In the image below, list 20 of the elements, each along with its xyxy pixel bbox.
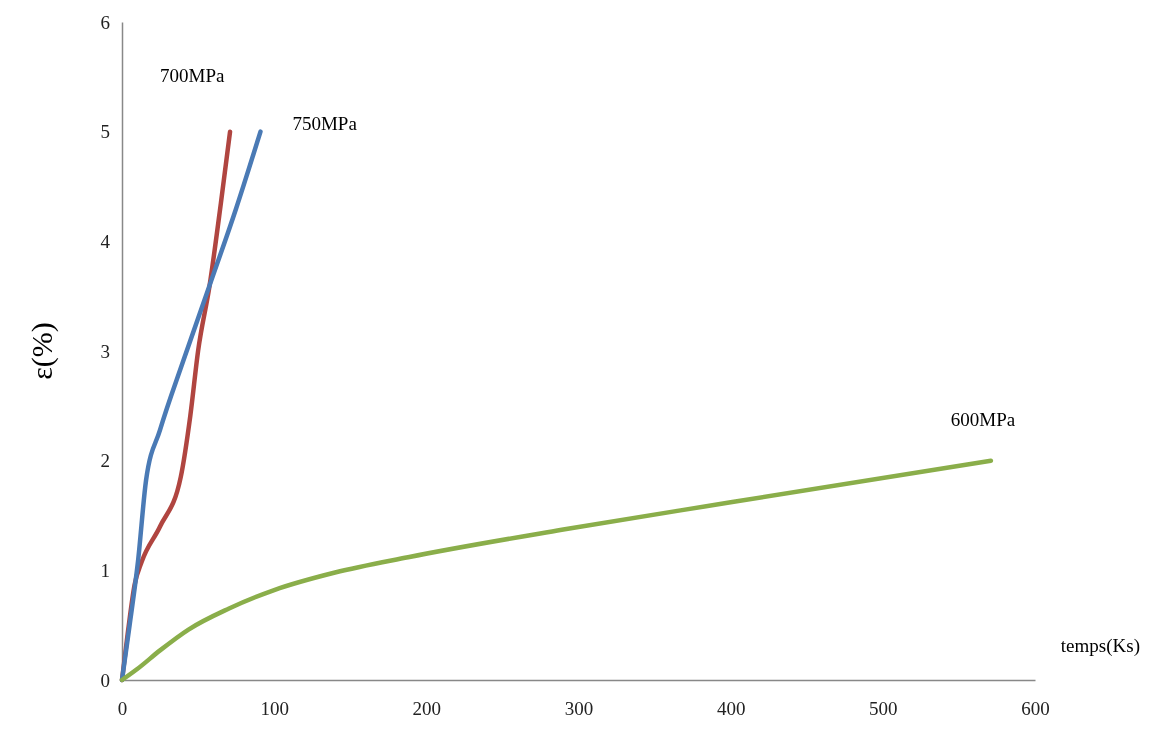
y-tick-label: 2 xyxy=(100,450,110,472)
x-tick-label: 400 xyxy=(716,698,746,720)
x-tick-label: 200 xyxy=(412,698,442,720)
y-tick-label: 3 xyxy=(100,340,110,362)
y-axis-title: ε(%) xyxy=(25,322,59,380)
x-tick-label: 500 xyxy=(869,698,898,720)
line-series xyxy=(119,458,994,683)
y-tick-label: 4 xyxy=(100,230,111,252)
x-tick-label: 0 xyxy=(117,698,128,720)
y-tick-label: 5 xyxy=(100,121,110,143)
series-label: 750MPa xyxy=(292,112,358,134)
y-tick-label: 6 xyxy=(100,11,110,33)
x-tick-label: 300 xyxy=(564,698,594,720)
x-tick-label: 100 xyxy=(260,698,289,720)
text: 700MPa xyxy=(160,64,225,86)
x-tick-label: 600 xyxy=(1021,698,1050,720)
y-tick-label: 0 xyxy=(100,669,110,691)
series-label: 600MPa xyxy=(950,408,1016,430)
x-axis-title: temps(Ks) xyxy=(1060,635,1140,657)
y-tick-label: 1 xyxy=(100,559,110,581)
